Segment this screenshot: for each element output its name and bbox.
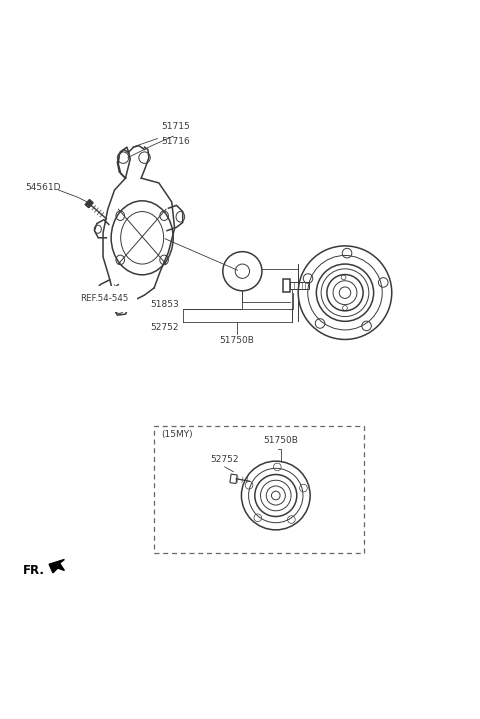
Text: REF.54-545: REF.54-545 [80,294,129,303]
Text: 51750B: 51750B [263,436,298,445]
Text: 51750B: 51750B [220,336,254,344]
Text: 51715: 51715 [161,122,190,132]
Bar [290,282,309,289]
Bar [154,426,364,553]
Text: 51716: 51716 [161,137,190,146]
Text: 52752: 52752 [210,454,239,464]
Text: 54561D: 54561D [25,183,61,192]
FancyArrow shape [106,288,112,295]
Text: 51853: 51853 [150,300,179,309]
Text: (15MY): (15MY) [161,430,193,439]
FancyArrow shape [85,199,93,208]
Text: FR.: FR. [23,564,45,577]
Bar [283,279,290,292]
Bar [230,474,237,483]
Polygon shape [49,559,64,573]
Text: 52752: 52752 [150,323,179,331]
